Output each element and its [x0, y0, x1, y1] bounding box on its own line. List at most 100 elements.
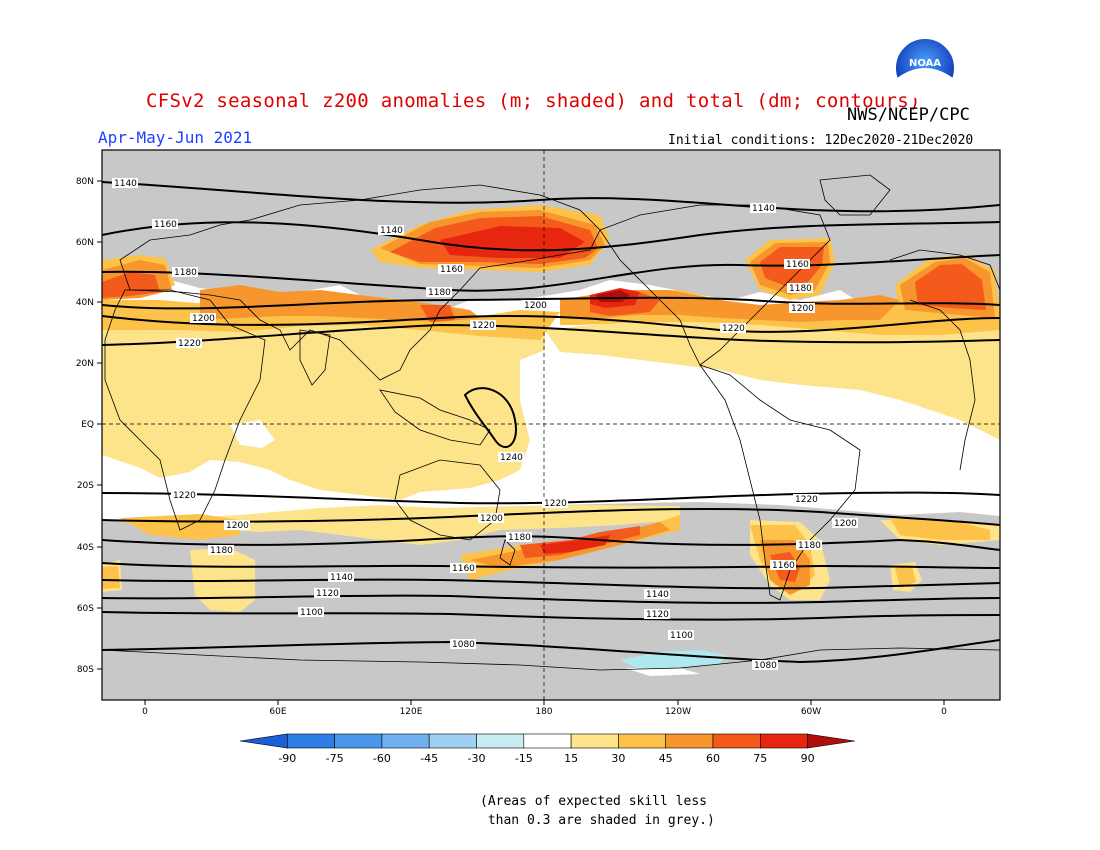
colorbar-swatch — [428, 733, 477, 749]
svg-text:1080: 1080 — [452, 640, 475, 650]
colorbar-arrow-right — [807, 733, 855, 749]
contour-label: 1220 — [470, 320, 496, 331]
colorbar-swatch — [334, 733, 383, 749]
colorbar-label: 90 — [801, 752, 815, 765]
lat-label: 40S — [77, 543, 94, 553]
lon-label: 120W — [665, 707, 691, 717]
contour-label: 1140 — [644, 589, 670, 600]
svg-text:1180: 1180 — [798, 541, 821, 551]
svg-text:1160: 1160 — [786, 260, 809, 270]
svg-text:1220: 1220 — [173, 491, 196, 501]
contour-label: 1140 — [378, 225, 404, 236]
svg-text:1200: 1200 — [226, 521, 249, 531]
svg-text:1220: 1220 — [544, 499, 567, 509]
svg-text:1140: 1140 — [330, 573, 353, 583]
svg-text:1140: 1140 — [114, 179, 137, 189]
contour-label: 1160 — [152, 219, 178, 230]
lat-label: 40N — [76, 298, 94, 308]
contour-label: 1140 — [112, 178, 138, 189]
contour-label: 1180 — [208, 545, 234, 556]
svg-text:1180: 1180 — [789, 284, 812, 294]
contour-label: 1180 — [506, 532, 532, 543]
svg-text:1200: 1200 — [480, 514, 503, 524]
colorbar-swatch — [712, 733, 761, 749]
contour-label: 1160 — [438, 264, 464, 275]
colorbar-label: 30 — [611, 752, 625, 765]
contour-label: 1160 — [450, 563, 476, 574]
lat-label: 20S — [77, 481, 94, 491]
colorbar-arrow-left — [239, 733, 288, 749]
longitude-labels: 0 60E 120E 180 120W 60W 0 — [142, 707, 947, 717]
lon-label: 60W — [801, 707, 821, 717]
contour-label: 1120 — [314, 588, 340, 599]
svg-text:1160: 1160 — [440, 265, 463, 275]
svg-text:1140: 1140 — [752, 204, 775, 214]
lat-label: EQ — [81, 420, 94, 430]
colorbar-label: 60 — [706, 752, 720, 765]
contour-label: 1180 — [426, 287, 452, 298]
reference-lines — [102, 150, 1000, 700]
svg-text:1220: 1220 — [795, 495, 818, 505]
svg-text:1160: 1160 — [452, 564, 475, 574]
contour-label: 1200 — [832, 518, 858, 529]
svg-text:1120: 1120 — [646, 610, 669, 620]
svg-text:1240: 1240 — [500, 453, 523, 463]
contour-label: 1160 — [784, 259, 810, 270]
svg-text:1200: 1200 — [834, 519, 857, 529]
colorbar-swatch — [476, 733, 525, 749]
contour-label: 1200 — [224, 520, 250, 531]
contour-label: 1140 — [750, 203, 776, 214]
svg-text:1180: 1180 — [428, 288, 451, 298]
contour-label: 1200 — [789, 303, 815, 314]
contour-labels: 1140 1140 1140 1160 1160 1160 1180 1180 … — [112, 178, 858, 671]
svg-text:1220: 1220 — [472, 321, 495, 331]
latitude-axis — [97, 180, 102, 670]
contour-label: 1200 — [522, 300, 548, 311]
colorbar-swatch — [570, 733, 619, 749]
contour-label: 1180 — [172, 267, 198, 278]
lat-label: 60S — [77, 604, 94, 614]
colorbar-swatch — [286, 733, 335, 749]
colorbar-label: -60 — [373, 752, 391, 765]
svg-text:1180: 1180 — [210, 546, 233, 556]
z200-contours — [102, 181, 1000, 664]
lon-label: 0 — [941, 707, 947, 717]
contour-label: 1220 — [542, 498, 568, 509]
contour-label: 1080 — [752, 660, 778, 671]
svg-text:1220: 1220 — [722, 324, 745, 334]
colorbar-label: -30 — [468, 752, 486, 765]
contour-label: 1220 — [720, 323, 746, 334]
colorbar: -90 -75 -60 -45 -30 -15 15 30 45 60 75 90 — [239, 733, 855, 765]
longitude-axis — [144, 700, 945, 705]
svg-text:1140: 1140 — [646, 590, 669, 600]
lat-label: 80N — [76, 177, 94, 187]
svg-text:1160: 1160 — [772, 561, 795, 571]
colorbar-swatch — [618, 733, 667, 749]
noaa-logo-text: NOAA — [909, 58, 941, 69]
svg-text:1080: 1080 — [754, 661, 777, 671]
skill-footnote: (Areas of expected skill less than 0.3 a… — [480, 794, 715, 828]
contour-label: 1100 — [298, 607, 324, 618]
contour-label: 1140 — [328, 572, 354, 583]
colorbar-swatch — [665, 733, 714, 749]
contour-label: 1120 — [644, 609, 670, 620]
negative-anomaly-region — [620, 650, 725, 676]
colorbar-label: -75 — [326, 752, 344, 765]
forecast-period: Apr-May-Jun 2021 — [98, 128, 253, 147]
anomaly-map: 1140 1140 1140 1160 1160 1160 1180 1180 … — [102, 150, 1000, 700]
colorbar-swatch — [523, 733, 572, 749]
svg-text:1180: 1180 — [508, 533, 531, 543]
lon-label: 180 — [535, 707, 552, 717]
svg-text:1100: 1100 — [300, 608, 323, 618]
contour-label: 1100 — [668, 630, 694, 641]
colorbar-label: -45 — [420, 752, 438, 765]
contour-label: 1080 — [450, 639, 476, 650]
svg-text:1140: 1140 — [380, 226, 403, 236]
colorbar-label: -90 — [278, 752, 296, 765]
initial-conditions: Initial conditions: 12Dec2020-21Dec2020 — [668, 133, 974, 148]
contour-label: 1220 — [176, 338, 202, 349]
svg-text:1200: 1200 — [192, 314, 215, 324]
colorbar-label: 45 — [659, 752, 673, 765]
svg-text:1180: 1180 — [174, 268, 197, 278]
